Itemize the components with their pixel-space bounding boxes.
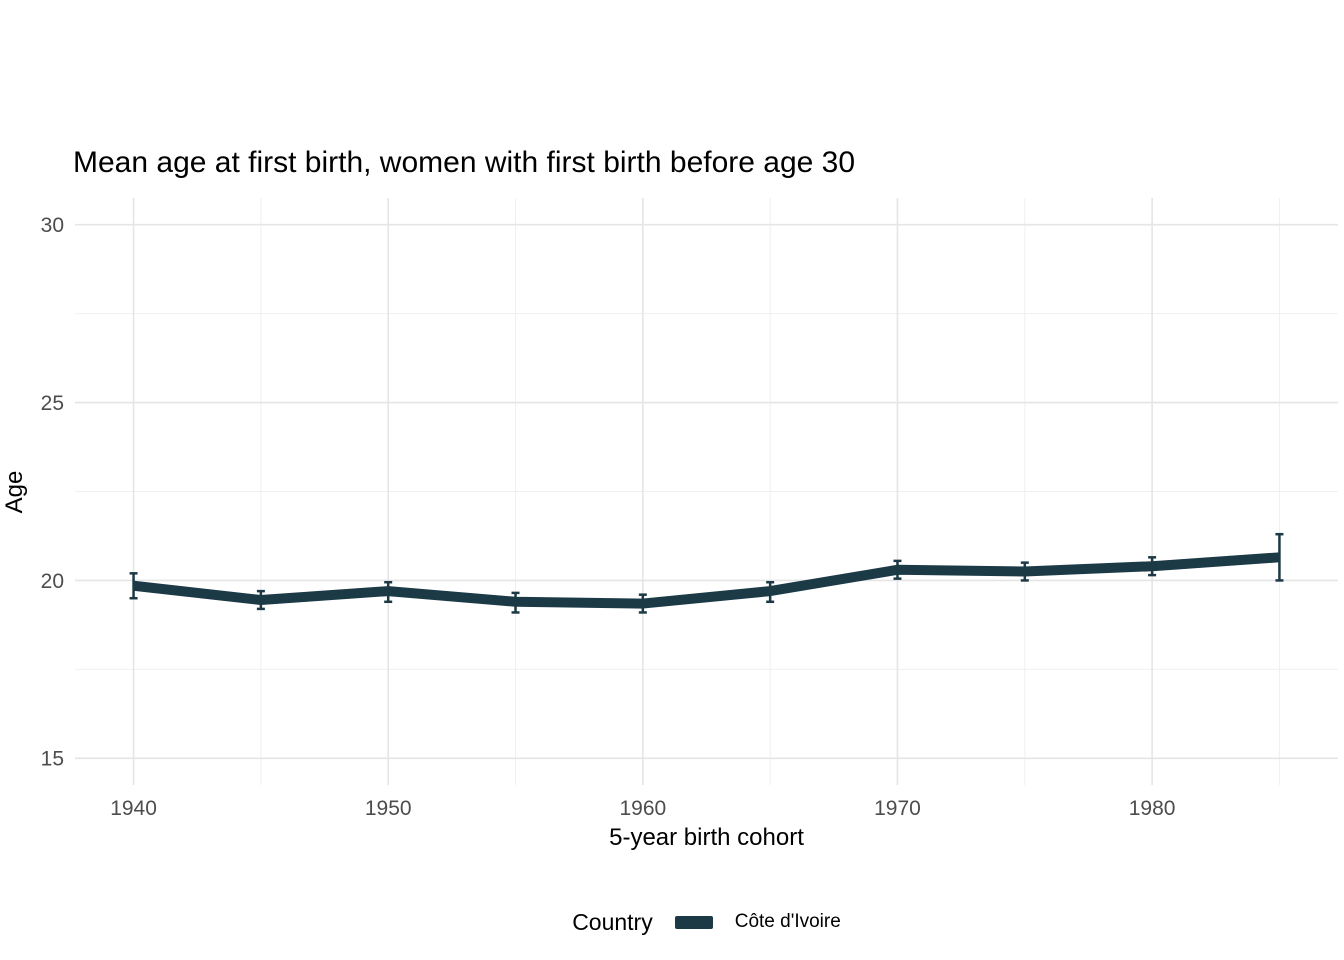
x-axis-title: 5-year birth cohort — [609, 824, 804, 851]
x-tick-label: 1970 — [874, 797, 921, 820]
y-tick-label: 25 — [41, 392, 64, 415]
x-tick-label: 1980 — [1129, 797, 1176, 820]
x-tick-label: 1960 — [619, 797, 666, 820]
legend-item-label: Côte d'Ivoire — [734, 911, 841, 932]
y-tick-label: 20 — [41, 570, 64, 593]
y-tick-label: 30 — [41, 214, 64, 237]
grid-minor — [75, 198, 1338, 785]
x-tick-label: 1950 — [365, 797, 412, 820]
y-tick-label: 15 — [41, 748, 64, 771]
legend-swatch — [674, 915, 713, 929]
x-tick-label: 1940 — [110, 797, 157, 820]
tick-labels: 15 20 25 30 1940 1950 1960 1970 1980 — [41, 214, 1176, 820]
data-line — [133, 552, 1280, 609]
legend-title: Country — [572, 908, 653, 935]
legend: Country Côte d'Ivoire — [75, 900, 1338, 944]
grid-major — [75, 198, 1338, 785]
chart-title: Mean age at first birth, women with firs… — [73, 146, 856, 179]
